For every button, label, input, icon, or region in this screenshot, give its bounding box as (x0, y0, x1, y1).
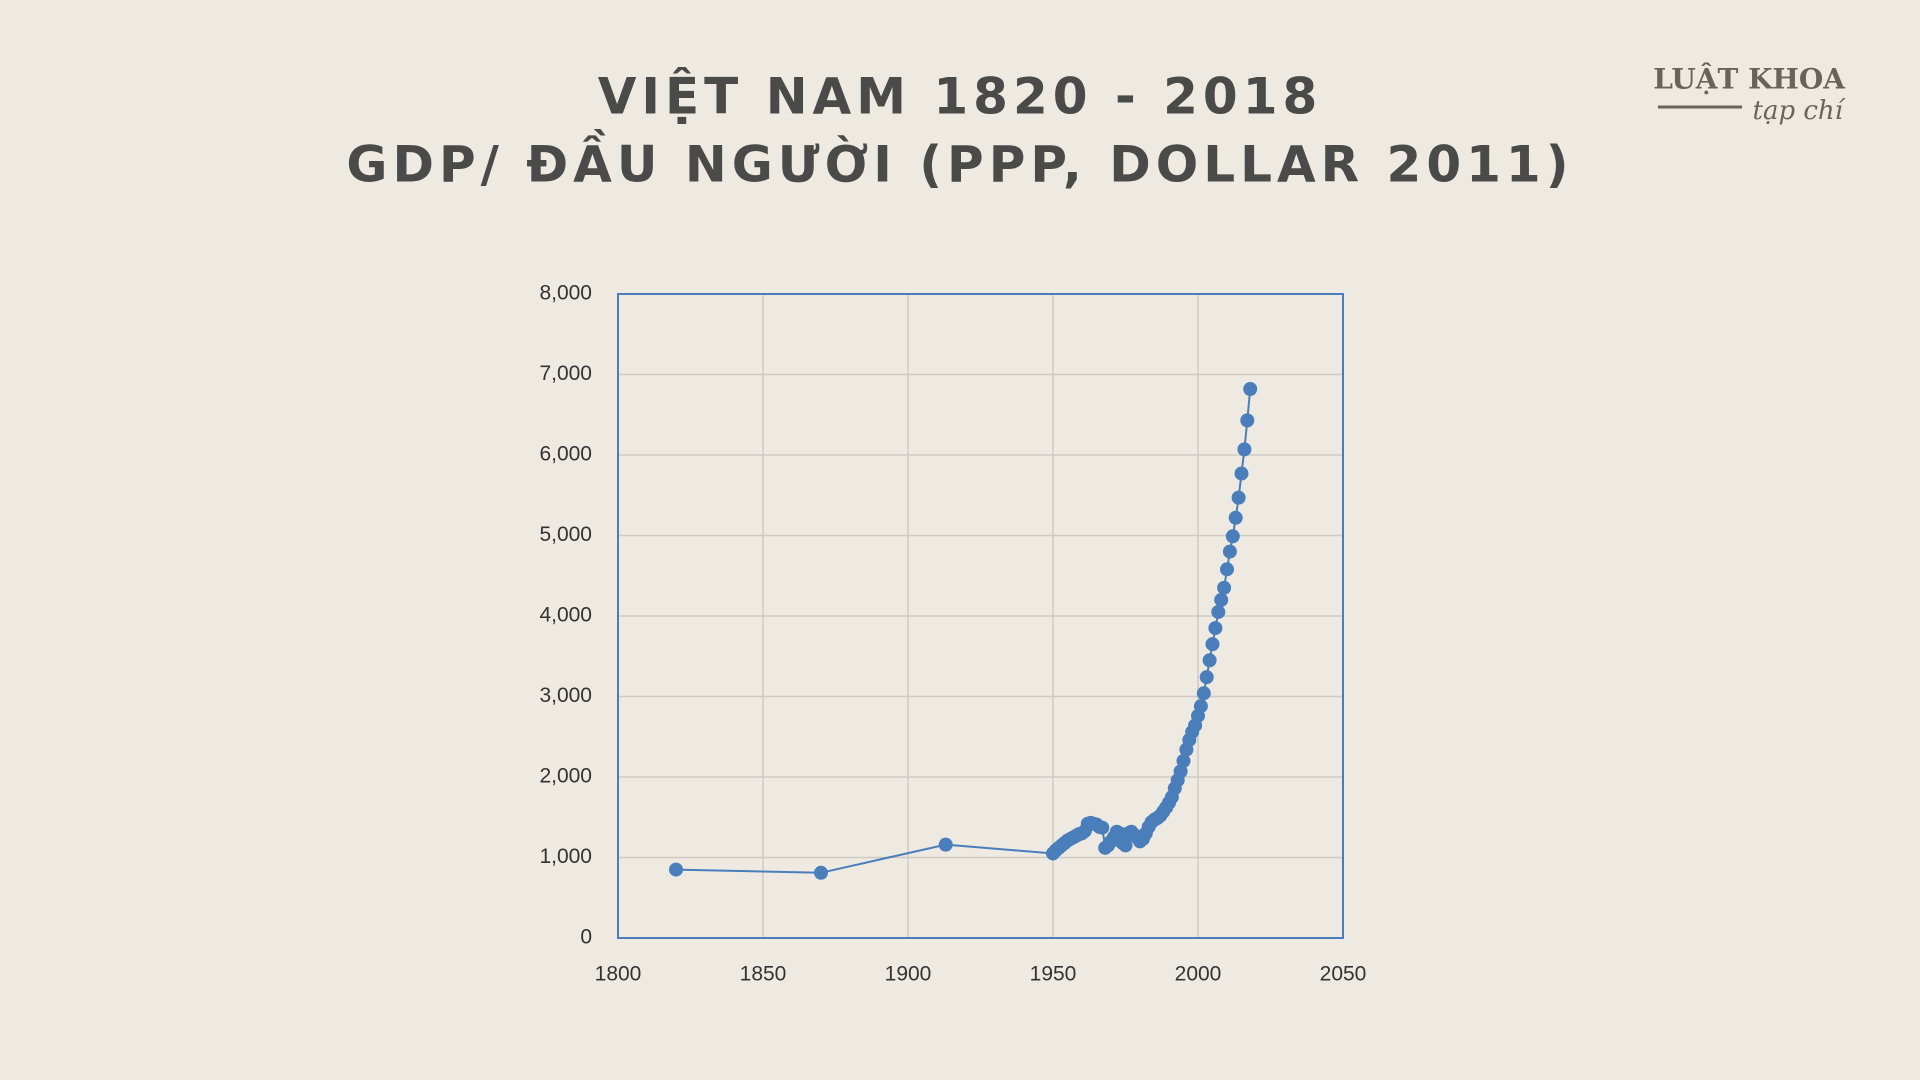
data-point (1095, 820, 1110, 835)
data-point (1222, 544, 1237, 559)
data-point (814, 865, 828, 880)
logo-tagline: tạp chí (1753, 96, 1847, 126)
x-tick-label: 2000 (1175, 963, 1222, 986)
data-point (1208, 621, 1223, 636)
x-tick-label: 1950 (1030, 963, 1077, 986)
chart-title: VIỆT NAM 1820 - 2018 (598, 67, 1323, 126)
data-point (1193, 699, 1208, 714)
data-point (1199, 670, 1214, 685)
logo-name: LUẬT KHOA (1653, 63, 1846, 96)
data-point (1202, 653, 1217, 668)
data-point (1237, 442, 1252, 457)
data-point (1205, 637, 1220, 652)
data-point (1231, 490, 1246, 505)
y-tick-label: 5,000 (539, 523, 592, 546)
data-point (1214, 592, 1229, 607)
y-tick-label: 3,000 (539, 684, 592, 707)
x-tick-label: 1850 (740, 963, 787, 986)
data-point (1234, 466, 1249, 481)
plot-border (617, 293, 1344, 939)
y-tick-label: 1,000 (539, 845, 592, 868)
x-tick-label: 1800 (595, 963, 642, 986)
chart-title: GDP/ ĐẦU NGƯỜI (PPP, DOLLAR 2011) (346, 129, 1573, 194)
data-point (938, 837, 953, 852)
data-point (1196, 686, 1211, 701)
data-point (1176, 753, 1191, 768)
data-point (1217, 580, 1232, 595)
data-point (1220, 562, 1234, 577)
y-tick-label: 4,000 (539, 604, 592, 627)
x-tick-label: 1900 (885, 963, 932, 986)
data-point (1228, 510, 1243, 525)
y-tick-label: 8,000 (539, 282, 592, 305)
data-point (1243, 381, 1258, 396)
x-tick-label: 2050 (1320, 963, 1367, 986)
y-tick-label: 2,000 (539, 765, 592, 788)
data-point (669, 862, 683, 877)
data-point (1240, 413, 1255, 428)
y-tick-label: 7,000 (539, 362, 592, 385)
y-tick-label: 6,000 (539, 443, 592, 466)
y-tick-label: 0 (580, 926, 592, 949)
data-point (1211, 604, 1226, 619)
data-point (1118, 838, 1133, 853)
data-point (1225, 529, 1240, 544)
